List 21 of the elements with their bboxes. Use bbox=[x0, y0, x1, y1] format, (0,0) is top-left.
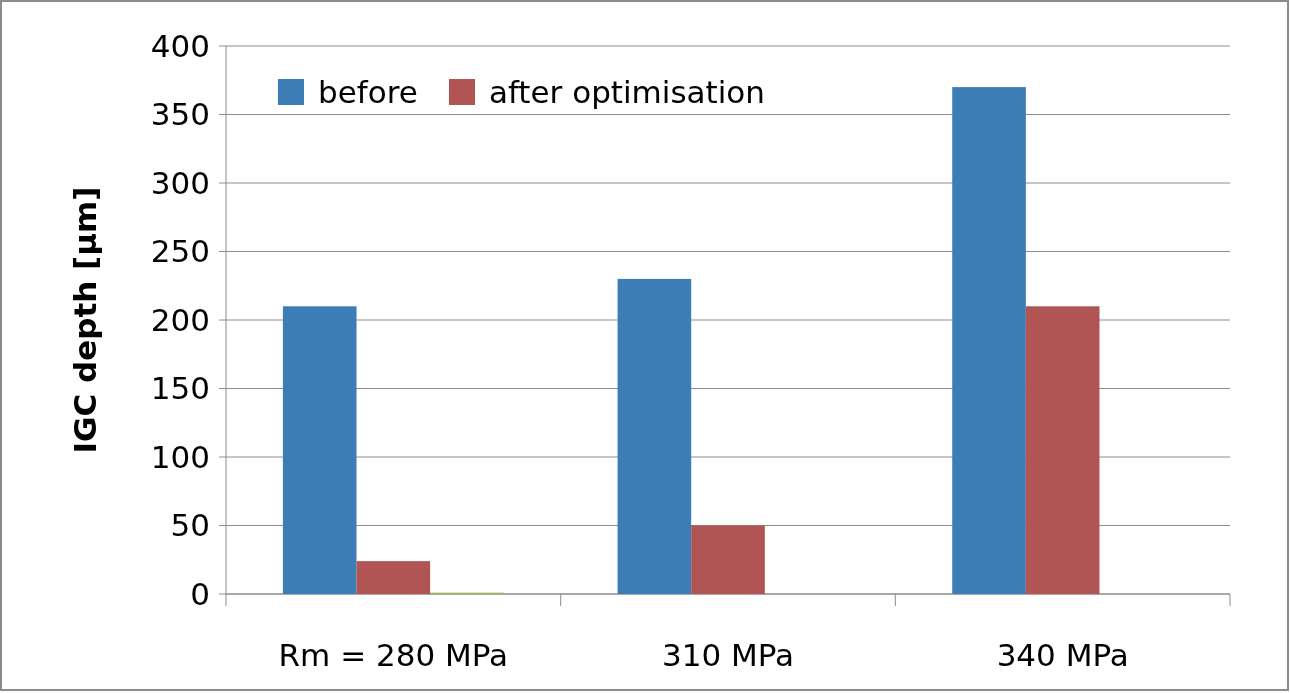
y-axis-title: IGC depth [µm] bbox=[67, 186, 103, 454]
y-tick-label: 150 bbox=[150, 370, 210, 407]
bar bbox=[356, 561, 431, 594]
x-tick-label: 340 MPa bbox=[996, 637, 1129, 673]
bar bbox=[691, 525, 765, 594]
y-tick-label: 100 bbox=[150, 438, 210, 475]
bar bbox=[617, 278, 692, 594]
legend-label: before bbox=[318, 73, 418, 110]
y-tick-label: 200 bbox=[150, 301, 210, 338]
y-tick-label: 350 bbox=[150, 96, 210, 133]
y-tick-label: 0 bbox=[190, 575, 210, 612]
legend-label: after optimisation bbox=[489, 73, 765, 110]
x-tick-label: 310 MPa bbox=[661, 637, 795, 673]
bar bbox=[1025, 306, 1100, 594]
x-tick-label: Rm = 280 MPa bbox=[278, 637, 509, 673]
y-tick-label: 300 bbox=[150, 164, 210, 201]
y-tick-label: 50 bbox=[170, 507, 210, 544]
bar bbox=[282, 306, 357, 594]
y-tick-label: 250 bbox=[150, 233, 210, 270]
y-tick-label: 400 bbox=[150, 27, 210, 64]
bar bbox=[952, 87, 1026, 594]
